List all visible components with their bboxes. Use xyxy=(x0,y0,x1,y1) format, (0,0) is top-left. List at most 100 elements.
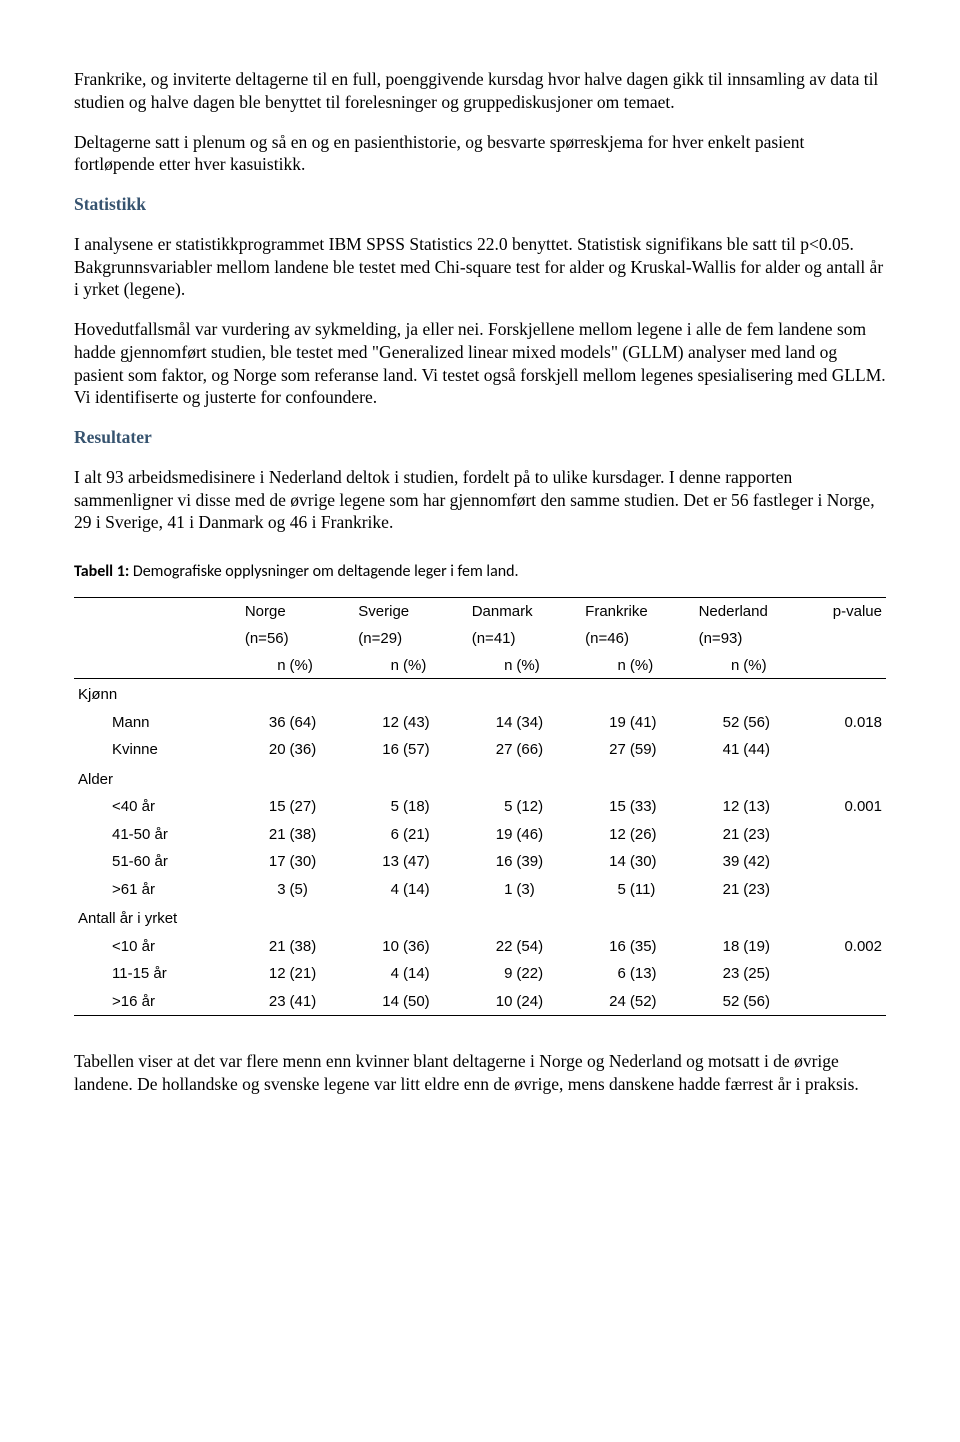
table-header-row: (n=56) (n=29) (n=41) (n=46) (n=93) xyxy=(74,625,886,653)
cell-pct: (33) xyxy=(628,793,695,821)
cell-pct: (26) xyxy=(628,821,695,849)
table-row: >16 år23(41)14(50)10(24)24(52)52(56) xyxy=(74,988,886,1016)
cell-pct: (38) xyxy=(288,821,355,849)
body-paragraph: Hovedutfallsmål var vurdering av sykmeld… xyxy=(74,318,886,409)
cell-n: 21 xyxy=(241,821,288,849)
col-header-pvalue: p-value xyxy=(808,597,886,625)
cell-pvalue xyxy=(808,848,886,876)
section-heading-statistikk: Statistikk xyxy=(74,193,886,216)
demographics-table: Norge Sverige Danmark Frankrike Nederlan… xyxy=(74,597,886,1017)
cell-n: 12 xyxy=(354,709,401,737)
cell-pct: (54) xyxy=(514,933,581,961)
cell-n: 18 xyxy=(695,933,742,961)
cell-n: 21 xyxy=(241,933,288,961)
table-row: 11-15 år12(21)4(14)9(22)6(13)23(25) xyxy=(74,960,886,988)
subhead-pct: (%) xyxy=(401,653,468,679)
cell-pct: (21) xyxy=(401,821,468,849)
cell-pct: (12) xyxy=(514,793,581,821)
table-row: 51-60 år17(30)13(47)16(39)14(30)39(42) xyxy=(74,848,886,876)
table-row: <10 år21(38)10(36)22(54)16(35)18(19)0.00… xyxy=(74,933,886,961)
cell-pvalue: 0.018 xyxy=(808,709,886,737)
cell-pct: (39) xyxy=(514,848,581,876)
cell-n: 12 xyxy=(241,960,288,988)
cell-n: 6 xyxy=(581,960,628,988)
cell-pct: (22) xyxy=(514,960,581,988)
subhead-pct: (%) xyxy=(514,653,581,679)
cell-n: 16 xyxy=(354,736,401,764)
subhead-n: n xyxy=(354,653,401,679)
cell-n: 3 xyxy=(241,876,288,904)
cell-n: 19 xyxy=(468,821,515,849)
cell-n: 14 xyxy=(354,988,401,1016)
row-label: >16 år xyxy=(74,988,241,1016)
col-header-country: Danmark xyxy=(468,597,581,625)
cell-n: 21 xyxy=(695,821,742,849)
table-subheader-row: n(%) n(%) n(%) n(%) n(%) xyxy=(74,653,886,679)
cell-n: 52 xyxy=(695,988,742,1016)
cell-n: 15 xyxy=(241,793,288,821)
col-header-country: Sverige xyxy=(354,597,467,625)
cell-pct: (3) xyxy=(514,876,581,904)
col-header-n: (n=29) xyxy=(354,625,467,653)
table-row: <40 år15(27)5(18)5(12)15(33)12(13)0.001 xyxy=(74,793,886,821)
cell-pct: (14) xyxy=(401,876,468,904)
cell-pct: (52) xyxy=(628,988,695,1016)
cell-n: 15 xyxy=(581,793,628,821)
cell-pct: (13) xyxy=(741,793,808,821)
col-header-n: (n=56) xyxy=(241,625,354,653)
table-group-row: Kjønn xyxy=(74,679,886,709)
cell-pct: (66) xyxy=(514,736,581,764)
cell-n: 14 xyxy=(468,709,515,737)
row-label: Kvinne xyxy=(74,736,241,764)
cell-pct: (64) xyxy=(288,709,355,737)
cell-n: 9 xyxy=(468,960,515,988)
cell-pvalue xyxy=(808,821,886,849)
cell-n: 16 xyxy=(468,848,515,876)
cell-n: 52 xyxy=(695,709,742,737)
table-caption-text: Demografiske opplysninger om deltagende … xyxy=(129,562,518,581)
col-header-country: Nederland xyxy=(695,597,808,625)
cell-pvalue xyxy=(808,876,886,904)
cell-pvalue xyxy=(808,988,886,1016)
cell-n: 24 xyxy=(581,988,628,1016)
cell-pct: (59) xyxy=(628,736,695,764)
cell-n: 20 xyxy=(241,736,288,764)
cell-n: 5 xyxy=(354,793,401,821)
table-caption-label: Tabell 1: xyxy=(74,562,129,581)
cell-pct: (24) xyxy=(514,988,581,1016)
cell-pct: (23) xyxy=(741,821,808,849)
cell-pct: (56) xyxy=(741,988,808,1016)
cell-pct: (56) xyxy=(741,709,808,737)
table-row: >61 år3(5)4(14)1(3)5(11)21(23) xyxy=(74,876,886,904)
col-header-n: (n=46) xyxy=(581,625,694,653)
table-group-row: Alder xyxy=(74,764,886,794)
cell-n: 1 xyxy=(468,876,515,904)
cell-n: 21 xyxy=(695,876,742,904)
cell-n: 10 xyxy=(468,988,515,1016)
cell-n: 4 xyxy=(354,876,401,904)
cell-n: 16 xyxy=(581,933,628,961)
group-label: Alder xyxy=(74,764,886,794)
col-header-n: (n=93) xyxy=(695,625,808,653)
subhead-pct: (%) xyxy=(288,653,355,679)
cell-pct: (43) xyxy=(401,709,468,737)
cell-pvalue: 0.001 xyxy=(808,793,886,821)
cell-pct: (13) xyxy=(628,960,695,988)
table-caption: Tabell 1: Demografiske opplysninger om d… xyxy=(74,562,886,583)
row-label: 51-60 år xyxy=(74,848,241,876)
cell-n: 23 xyxy=(241,988,288,1016)
cell-n: 41 xyxy=(695,736,742,764)
cell-pct: (30) xyxy=(628,848,695,876)
col-header-n: (n=41) xyxy=(468,625,581,653)
subhead-pct: (%) xyxy=(628,653,695,679)
table-row: Kvinne20(36)16(57)27(66)27(59)41(44) xyxy=(74,736,886,764)
table-row: 41-50 år21(38)6(21)19(46)12(26)21(23) xyxy=(74,821,886,849)
subhead-pct: (%) xyxy=(741,653,808,679)
cell-pct: (27) xyxy=(288,793,355,821)
subhead-n: n xyxy=(695,653,742,679)
cell-pct: (44) xyxy=(741,736,808,764)
cell-n: 39 xyxy=(695,848,742,876)
cell-pct: (35) xyxy=(628,933,695,961)
cell-pct: (19) xyxy=(741,933,808,961)
cell-n: 12 xyxy=(581,821,628,849)
